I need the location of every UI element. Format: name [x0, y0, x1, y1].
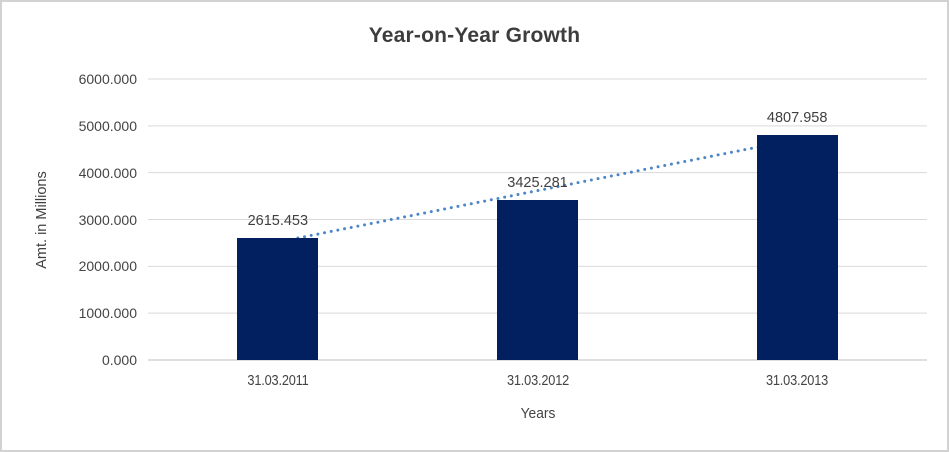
- y-tick-label: 5000.000: [78, 117, 137, 134]
- plot-area: 0.000 1000.000 2000.000 3000.000 4000.000 500…: [79, 71, 927, 389]
- x-axis-title: Years: [520, 405, 556, 422]
- y-tick-label: 1000.000: [78, 305, 137, 322]
- y-tick-label: 3000.000: [78, 211, 137, 228]
- bar-31.03.2013: [756, 134, 838, 360]
- bar-31.03.2012: [497, 199, 578, 360]
- data-label: 4807.958: [766, 109, 828, 126]
- y-tick-label: 0.000: [101, 352, 137, 368]
- x-tick-label: 31.03.2011: [247, 373, 309, 389]
- trendline: [276, 137, 799, 244]
- data-label: 2615.453: [247, 212, 309, 229]
- x-tick-label: 31.03.2012: [506, 373, 569, 389]
- y-tick-label: 6000.000: [78, 71, 137, 87]
- x-tick-label: 31.03.2013: [766, 373, 829, 389]
- y-tick-label: 4000.000: [78, 164, 137, 181]
- bar-31.03.2011: [237, 237, 319, 360]
- chart-title: Year-on-Year Growth: [368, 24, 581, 47]
- data-label: 3425.281: [507, 174, 568, 191]
- y-tick-label: 2000.000: [78, 258, 137, 275]
- y-axis-title: Amt. in Millions: [34, 171, 50, 269]
